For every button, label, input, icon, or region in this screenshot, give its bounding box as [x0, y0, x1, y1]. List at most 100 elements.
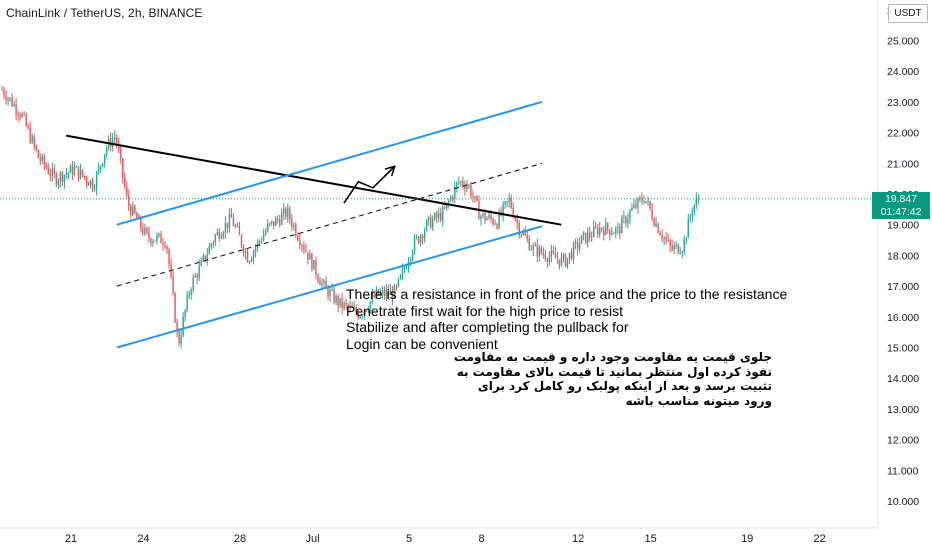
- candle-body: [548, 256, 551, 262]
- candle-body: [335, 296, 337, 303]
- candle-body: [140, 216, 142, 228]
- candle-body: [687, 218, 689, 238]
- candle-body: [128, 195, 130, 207]
- candle-body: [564, 254, 567, 267]
- candle-body: [333, 289, 335, 303]
- candle-body: [395, 285, 398, 287]
- candle-body: [281, 213, 283, 225]
- candle-body: [85, 177, 88, 183]
- candle-body: [584, 232, 587, 243]
- candle-body: [558, 259, 561, 266]
- candle-body: [508, 197, 510, 202]
- candle-body: [474, 196, 476, 198]
- candle-body: [369, 301, 371, 310]
- candle-body: [162, 243, 164, 245]
- resistance-line[interactable]: [65, 134, 562, 226]
- candle-body: [329, 289, 331, 297]
- candle-body: [625, 216, 627, 224]
- candle-body: [522, 232, 524, 235]
- candle-body: [653, 218, 655, 226]
- candle-body: [266, 223, 269, 232]
- candle-body: [627, 218, 629, 224]
- candle-body: [200, 260, 202, 266]
- candle-body: [588, 232, 591, 238]
- channel-mid-line[interactable]: [116, 162, 543, 287]
- time-tick-label: Jul: [305, 533, 319, 545]
- candle-body: [631, 208, 633, 211]
- time-tick-label: 21: [65, 533, 77, 545]
- candle-body: [31, 136, 33, 143]
- candle-body: [9, 97, 11, 99]
- candle-body: [89, 180, 92, 186]
- candle-body: [697, 198, 700, 200]
- trendlines-layer: [65, 100, 562, 349]
- candle-body: [325, 280, 327, 287]
- candle-body: [671, 245, 673, 250]
- candle-body: [57, 181, 60, 185]
- candle-body: [560, 256, 563, 266]
- channel-top-line[interactable]: [116, 100, 543, 226]
- candle-body: [689, 216, 691, 219]
- candle-body: [635, 204, 637, 208]
- candle-body: [514, 217, 516, 220]
- candle-body: [144, 227, 146, 234]
- candle-body: [603, 229, 605, 236]
- candle-body: [268, 223, 271, 225]
- candle-body: [226, 222, 229, 228]
- candle-body: [73, 167, 76, 176]
- candle-body: [438, 212, 440, 218]
- candle-body: [156, 235, 158, 241]
- candle-body: [43, 155, 45, 165]
- candle-body: [425, 220, 428, 231]
- candle-body: [23, 113, 25, 115]
- candle-body: [180, 335, 182, 344]
- candle-body: [279, 219, 281, 225]
- time-tick-label: 22: [814, 533, 826, 545]
- candle-body: [220, 236, 223, 239]
- candle-body: [423, 230, 426, 239]
- candle-body: [613, 232, 615, 234]
- candle-body: [234, 225, 237, 227]
- candle-body: [303, 245, 305, 250]
- channel-bottom-line[interactable]: [116, 225, 543, 349]
- price-tick-label: 14.000: [887, 373, 919, 385]
- candle-body: [661, 235, 663, 239]
- price-tick-label: 17.000: [887, 281, 919, 293]
- candle-body: [516, 219, 518, 223]
- candle-body: [421, 235, 424, 239]
- candle-body: [468, 185, 470, 187]
- candle-body: [172, 276, 174, 294]
- candle-body: [554, 253, 557, 259]
- candle-body: [35, 145, 37, 150]
- candle-body: [246, 251, 249, 263]
- candle-body: [323, 280, 325, 283]
- candle-body: [152, 241, 154, 244]
- candle-body: [216, 231, 219, 236]
- candle-body: [405, 268, 408, 270]
- candle-body: [611, 233, 613, 235]
- candle-body: [77, 166, 80, 179]
- candle-body: [164, 244, 166, 247]
- candle-body: [546, 259, 549, 262]
- projection-path[interactable]: [343, 165, 396, 204]
- candle-body: [210, 244, 212, 247]
- candle-body: [148, 232, 150, 239]
- time-axis: 21 24 28 Jul 5 8 12 15 19 22: [65, 533, 826, 545]
- candle-body: [81, 169, 84, 176]
- price-tick-label: 19.000: [887, 220, 919, 232]
- candle-body: [224, 222, 227, 234]
- candle-body: [13, 104, 15, 107]
- candle-body: [486, 218, 488, 221]
- candle-body: [192, 277, 194, 290]
- candle-body: [399, 274, 402, 279]
- candle-body: [65, 173, 68, 176]
- candle-body: [470, 185, 472, 197]
- currency-button[interactable]: USDT: [888, 4, 928, 23]
- candle-body: [393, 285, 396, 299]
- candle-body: [262, 234, 265, 241]
- candle-body: [7, 98, 9, 101]
- candle-body: [307, 251, 309, 260]
- persian-line: جلوی قیمت یه مقاومت وجود داره و قیمت به …: [453, 350, 772, 364]
- candle-body: [242, 245, 245, 254]
